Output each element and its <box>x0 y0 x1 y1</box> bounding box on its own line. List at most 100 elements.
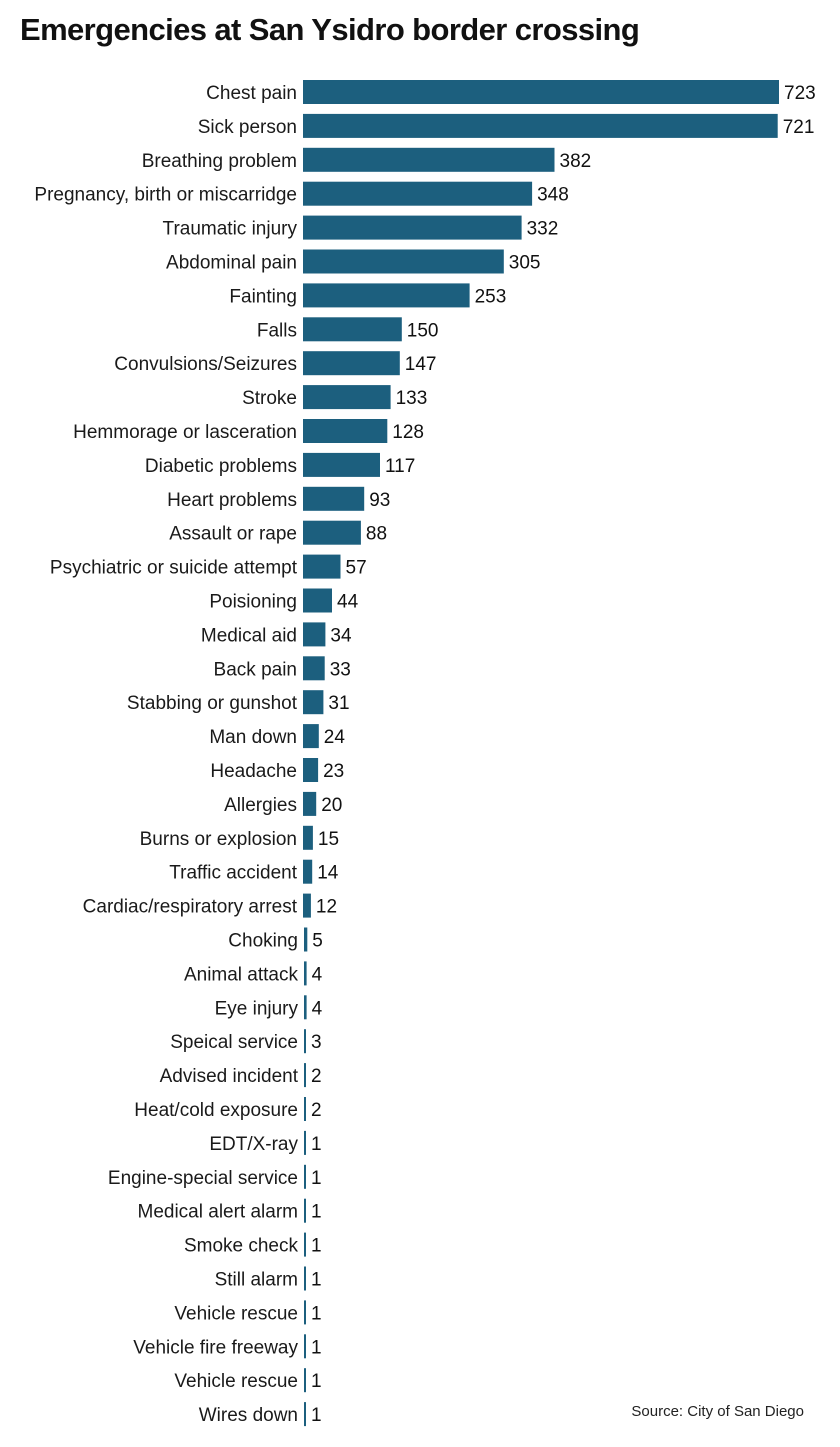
bar <box>304 1130 306 1155</box>
value-label: 93 <box>369 490 390 511</box>
category-label: Smoke check <box>184 1236 299 1257</box>
value-label: 23 <box>323 761 344 782</box>
category-label: Traffic accident <box>169 863 297 884</box>
value-label: 1 <box>311 1303 322 1324</box>
category-label: Vehicle rescue <box>174 1371 298 1392</box>
value-label: 1 <box>311 1236 322 1257</box>
category-label: Allergies <box>224 795 297 816</box>
bar <box>303 791 317 816</box>
bar <box>304 1368 306 1393</box>
category-label: Stabbing or gunshot <box>127 693 298 714</box>
value-label: 1 <box>311 1168 322 1189</box>
value-label: 1 <box>311 1270 322 1291</box>
value-label: 14 <box>317 863 339 884</box>
bar <box>303 351 400 376</box>
category-label: Traumatic injury <box>163 219 298 240</box>
value-label: 20 <box>321 795 342 816</box>
category-label: Diabetic problems <box>145 456 297 477</box>
bar <box>304 1300 306 1325</box>
category-label: Psychiatric or suicide attempt <box>50 558 298 579</box>
bar <box>303 656 325 681</box>
value-label: 5 <box>312 931 323 952</box>
bar <box>303 113 778 138</box>
bar <box>304 1266 306 1291</box>
value-label: 2 <box>311 1100 322 1121</box>
bar <box>303 385 391 410</box>
category-label: Falls <box>257 320 297 341</box>
bar <box>303 283 470 308</box>
value-label: 382 <box>560 151 592 172</box>
category-label: Burns or explosion <box>140 829 297 850</box>
value-label: 150 <box>407 320 439 341</box>
value-label: 723 <box>784 83 816 104</box>
category-label: Choking <box>228 931 298 952</box>
category-label: Headache <box>210 761 297 782</box>
bar <box>304 1232 306 1257</box>
bar <box>303 554 341 579</box>
category-label: Chest pain <box>206 83 297 104</box>
bar <box>303 80 779 104</box>
category-label: Sick person <box>198 117 297 138</box>
category-label: Fainting <box>229 286 297 307</box>
bar <box>303 690 324 715</box>
value-label: 147 <box>405 354 437 375</box>
bar <box>303 181 533 206</box>
value-label: 4 <box>312 964 323 985</box>
category-label: Stroke <box>242 388 297 409</box>
category-label: Eye injury <box>215 998 299 1019</box>
value-label: 15 <box>318 829 339 850</box>
bar <box>303 859 313 884</box>
category-label: Cardiac/respiratory arrest <box>83 897 298 918</box>
bar <box>303 622 326 647</box>
bar <box>304 1063 306 1088</box>
value-label: 1 <box>311 1134 322 1155</box>
bar <box>304 1029 306 1054</box>
bar <box>304 1097 306 1121</box>
category-label: Breathing problem <box>142 151 297 172</box>
bar <box>303 249 504 274</box>
bar <box>304 1164 306 1189</box>
value-label: 128 <box>392 422 424 443</box>
value-label: 34 <box>330 625 352 646</box>
category-label: Back pain <box>214 659 297 680</box>
chart-title: Emergencies at San Ysidro border crossin… <box>20 12 640 47</box>
category-label: Still alarm <box>215 1270 298 1291</box>
bar <box>303 215 522 240</box>
category-label: Advised incident <box>160 1066 299 1087</box>
bar <box>304 961 307 986</box>
category-label: Convulsions/Seizures <box>114 354 297 375</box>
value-label: 117 <box>385 456 415 477</box>
value-label: 1 <box>311 1371 322 1392</box>
value-label: 12 <box>316 897 337 918</box>
value-label: 2 <box>311 1066 322 1087</box>
category-label: Heart problems <box>167 490 297 511</box>
category-label: Medical aid <box>201 625 297 646</box>
bar <box>303 147 555 172</box>
value-label: 332 <box>527 219 559 240</box>
value-label: 348 <box>537 185 569 206</box>
value-label: 1 <box>311 1202 322 1223</box>
value-label: 31 <box>328 693 349 714</box>
value-label: 1 <box>311 1337 322 1358</box>
value-label: 305 <box>509 253 541 274</box>
bar <box>303 520 361 545</box>
category-label: Heat/cold exposure <box>134 1100 298 1121</box>
category-label: Man down <box>209 727 297 748</box>
bar <box>304 1198 306 1223</box>
value-label: 24 <box>324 727 346 748</box>
bar <box>304 1402 306 1427</box>
bar <box>303 724 319 749</box>
category-label: Abdominal pain <box>166 253 297 274</box>
category-label: Vehicle fire freeway <box>133 1337 298 1358</box>
bar <box>303 825 313 850</box>
value-label: 88 <box>366 524 387 545</box>
value-label: 721 <box>783 117 815 138</box>
bar <box>304 927 308 952</box>
bar <box>304 995 307 1020</box>
bar <box>304 1334 306 1359</box>
category-label: Pregnancy, birth or miscarridge <box>34 185 297 206</box>
category-label: Medical alert alarm <box>138 1202 299 1223</box>
bar <box>303 588 332 613</box>
category-label: Animal attack <box>184 964 299 985</box>
